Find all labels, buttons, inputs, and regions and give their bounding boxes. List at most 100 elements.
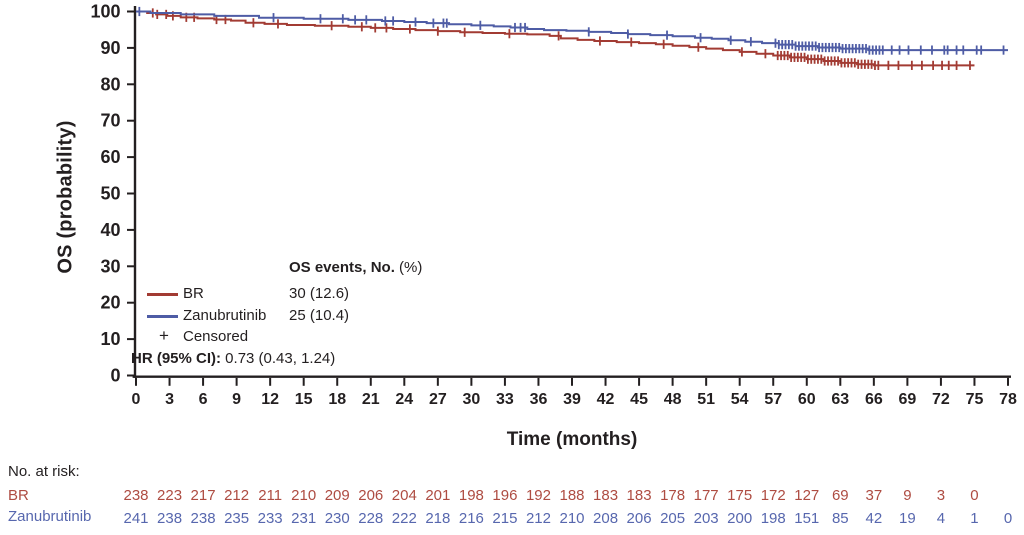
svg-text:69: 69 bbox=[898, 391, 916, 408]
at-risk-values-zanubrutinib: 241 238 238 235 233 231 230 228 222 218 216 215 212 2… bbox=[123, 510, 1012, 527]
survival-curve-br bbox=[136, 10, 975, 67]
survival-curve-zanubrutinib bbox=[136, 10, 1008, 52]
svg-text:85: 85 bbox=[832, 510, 849, 527]
svg-text:211: 211 bbox=[258, 487, 282, 504]
svg-text:235: 235 bbox=[224, 510, 249, 527]
svg-text:212: 212 bbox=[224, 487, 249, 504]
svg-text:212: 212 bbox=[526, 510, 551, 527]
svg-text:20: 20 bbox=[100, 293, 120, 313]
svg-text:204: 204 bbox=[392, 487, 417, 504]
svg-text:238: 238 bbox=[191, 510, 216, 527]
svg-text:60: 60 bbox=[100, 147, 120, 167]
svg-text:203: 203 bbox=[694, 510, 719, 527]
svg-text:231: 231 bbox=[291, 510, 316, 527]
svg-text:90: 90 bbox=[100, 38, 120, 58]
svg-text:78: 78 bbox=[999, 391, 1017, 408]
svg-text:12: 12 bbox=[261, 391, 279, 408]
svg-text:72: 72 bbox=[932, 391, 950, 408]
svg-text:30: 30 bbox=[100, 256, 120, 276]
svg-text:208: 208 bbox=[593, 510, 618, 527]
svg-text:3: 3 bbox=[937, 487, 945, 504]
svg-text:228: 228 bbox=[358, 510, 383, 527]
svg-text:222: 222 bbox=[392, 510, 417, 527]
svg-text:40: 40 bbox=[100, 220, 120, 240]
svg-text:209: 209 bbox=[325, 487, 350, 504]
y-axis-ticks: 0 10 20 30 40 50 60 70 80 90 100 bbox=[90, 2, 134, 386]
x-axis-title: Time (months) bbox=[506, 429, 638, 450]
svg-text:198: 198 bbox=[761, 510, 786, 527]
svg-text:75: 75 bbox=[966, 391, 984, 408]
svg-text:200: 200 bbox=[727, 510, 752, 527]
svg-text:230: 230 bbox=[325, 510, 350, 527]
svg-text:127: 127 bbox=[794, 487, 819, 504]
svg-text:45: 45 bbox=[630, 391, 648, 408]
svg-text:177: 177 bbox=[694, 487, 719, 504]
svg-text:33: 33 bbox=[496, 391, 514, 408]
y-axis-title: OS (probability) bbox=[54, 120, 77, 274]
svg-text:217: 217 bbox=[191, 487, 216, 504]
svg-text:42: 42 bbox=[866, 510, 883, 527]
at-risk-values-br: 238 223 217 212 211 210 209 206 204 201 198 196 192 1… bbox=[123, 487, 978, 504]
svg-text:54: 54 bbox=[731, 391, 749, 408]
svg-text:183: 183 bbox=[627, 487, 652, 504]
svg-text:172: 172 bbox=[761, 487, 786, 504]
svg-text:183: 183 bbox=[593, 487, 618, 504]
svg-text:30: 30 bbox=[462, 391, 480, 408]
svg-text:216: 216 bbox=[459, 510, 484, 527]
svg-text:9: 9 bbox=[232, 391, 241, 408]
legend-label-censored: Censored bbox=[183, 328, 249, 345]
svg-text:80: 80 bbox=[100, 74, 120, 94]
at-risk-header: No. at risk: bbox=[8, 463, 80, 480]
svg-text:206: 206 bbox=[627, 510, 652, 527]
hr-label: HR (95% CI): bbox=[131, 350, 222, 367]
svg-text:70: 70 bbox=[100, 111, 120, 131]
svg-text:15: 15 bbox=[295, 391, 313, 408]
series-zanubrutinib bbox=[136, 6, 1008, 55]
svg-text:4: 4 bbox=[937, 510, 945, 527]
svg-text:18: 18 bbox=[328, 391, 346, 408]
svg-text:241: 241 bbox=[123, 510, 148, 527]
svg-text:69: 69 bbox=[832, 487, 849, 504]
legend-events-header-bold: OS events, No. bbox=[289, 259, 395, 276]
svg-text:24: 24 bbox=[395, 391, 413, 408]
legend-value-zanubrutinib-events: 25 (10.4) bbox=[289, 307, 350, 324]
svg-text:0: 0 bbox=[110, 366, 120, 386]
svg-text:188: 188 bbox=[559, 487, 584, 504]
svg-text:3: 3 bbox=[165, 391, 174, 408]
censored-plus-icon: + bbox=[159, 326, 169, 345]
series-br bbox=[136, 8, 975, 70]
svg-text:215: 215 bbox=[492, 510, 517, 527]
svg-text:48: 48 bbox=[664, 391, 682, 408]
svg-text:210: 210 bbox=[559, 510, 584, 527]
svg-text:60: 60 bbox=[798, 391, 816, 408]
svg-text:0: 0 bbox=[970, 487, 978, 504]
svg-text:201: 201 bbox=[425, 487, 450, 504]
svg-text:0: 0 bbox=[132, 391, 141, 408]
svg-text:21: 21 bbox=[362, 391, 380, 408]
svg-text:151: 151 bbox=[794, 510, 819, 527]
hr-value: 0.73 (0.43, 1.24) bbox=[221, 350, 336, 367]
svg-text:9: 9 bbox=[903, 487, 911, 504]
svg-text:223: 223 bbox=[157, 487, 182, 504]
svg-text:238: 238 bbox=[157, 510, 182, 527]
svg-text:218: 218 bbox=[425, 510, 450, 527]
svg-text:205: 205 bbox=[660, 510, 685, 527]
svg-text:37: 37 bbox=[866, 487, 883, 504]
legend-value-br-events: 30 (12.6) bbox=[289, 285, 350, 302]
legend-hazard-ratio: HR (95% CI): 0.73 (0.43, 1.24) bbox=[131, 350, 335, 367]
legend-swatch-br bbox=[147, 293, 178, 296]
svg-text:192: 192 bbox=[526, 487, 551, 504]
svg-text:0: 0 bbox=[1004, 510, 1012, 527]
svg-text:178: 178 bbox=[660, 487, 685, 504]
svg-text:51: 51 bbox=[697, 391, 715, 408]
svg-text:6: 6 bbox=[199, 391, 208, 408]
svg-text:196: 196 bbox=[492, 487, 517, 504]
legend-label-zanubrutinib: Zanubrutinib bbox=[183, 307, 267, 324]
axes bbox=[132, 6, 1011, 378]
svg-text:19: 19 bbox=[899, 510, 916, 527]
svg-text:210: 210 bbox=[291, 487, 316, 504]
legend-events-header: OS events, No. (%) bbox=[289, 259, 422, 276]
legend-events-header-pct: (%) bbox=[394, 259, 423, 276]
legend-swatch-zanubrutinib bbox=[147, 315, 178, 318]
